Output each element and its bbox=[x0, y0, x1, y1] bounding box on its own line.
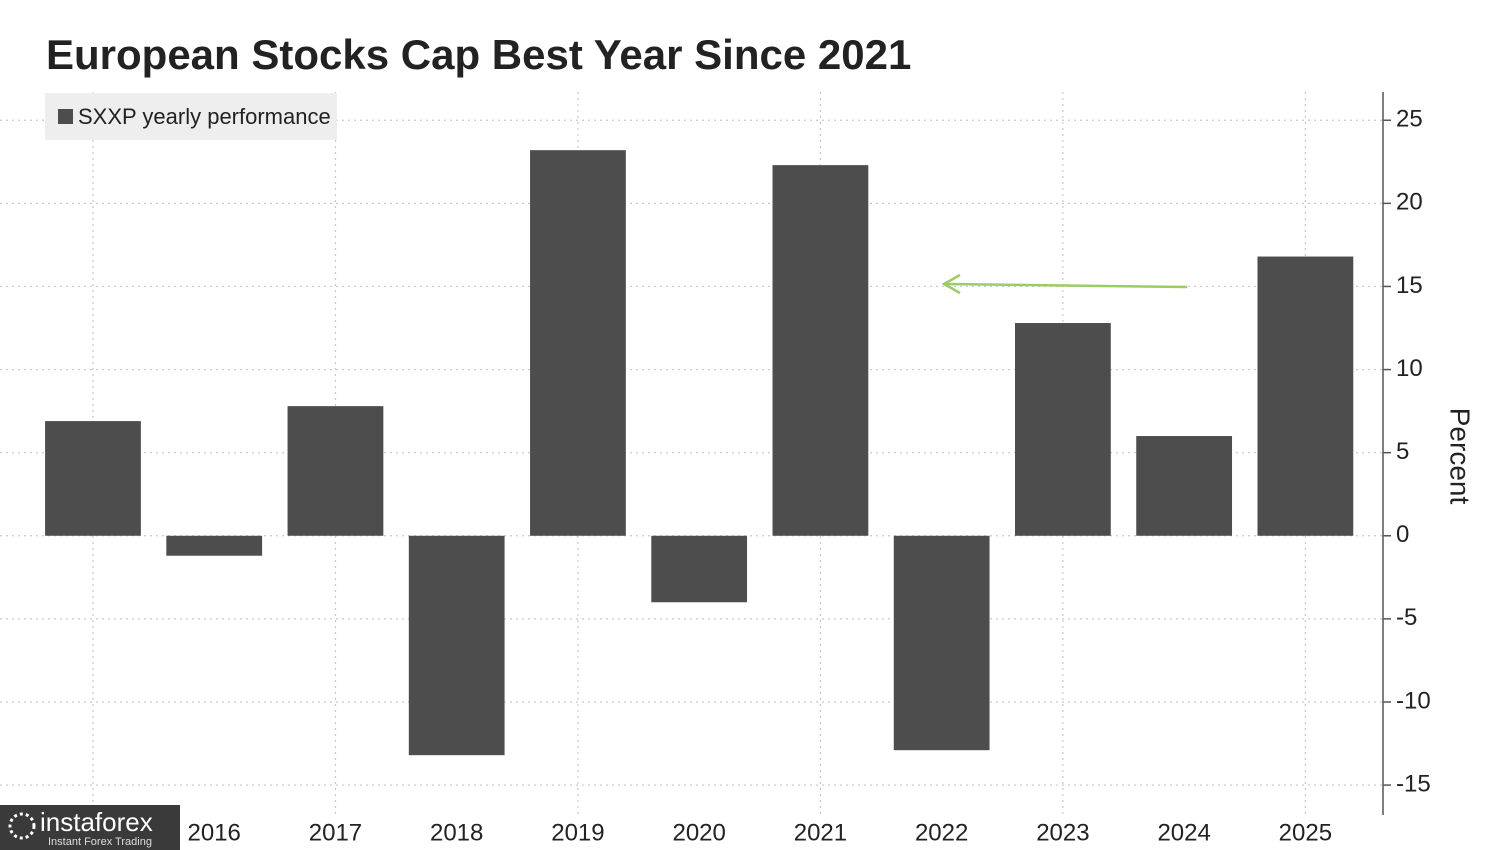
bar bbox=[166, 535, 263, 556]
y-tick-label: 15 bbox=[1396, 272, 1423, 299]
watermark-brand: instaforex bbox=[40, 807, 153, 837]
arrow-annotation bbox=[941, 273, 1188, 295]
bar bbox=[1136, 436, 1233, 536]
y-tick-label: 5 bbox=[1396, 438, 1409, 465]
bar bbox=[893, 535, 990, 751]
y-tick-label: -15 bbox=[1396, 770, 1431, 797]
bar bbox=[1257, 256, 1354, 536]
legend-label: SXXP yearly performance bbox=[78, 104, 331, 129]
x-tick-label: 2017 bbox=[309, 819, 362, 846]
x-tick-label: 2024 bbox=[1157, 819, 1210, 846]
bar bbox=[287, 406, 384, 536]
y-tick-label: 0 bbox=[1396, 521, 1409, 548]
bar bbox=[408, 535, 505, 756]
x-tick-label: 2019 bbox=[551, 819, 604, 846]
watermark-box bbox=[0, 805, 180, 850]
bar bbox=[530, 150, 626, 536]
y-tick-label: -5 bbox=[1396, 604, 1417, 631]
x-tick-label: 2023 bbox=[1036, 819, 1089, 846]
x-tick-label: 2022 bbox=[915, 819, 968, 846]
watermark-tagline: Instant Forex Trading bbox=[48, 836, 152, 848]
legend-swatch bbox=[58, 109, 73, 124]
x-tick-label: 2016 bbox=[188, 819, 241, 846]
watermark: instaforex Instant Forex Trading bbox=[0, 805, 180, 850]
y-tick-label: 25 bbox=[1396, 106, 1423, 133]
arrow-head bbox=[941, 273, 961, 295]
x-tick-label: 2025 bbox=[1279, 819, 1332, 846]
x-tick-label: 2020 bbox=[672, 819, 725, 846]
x-tick-label: 2018 bbox=[430, 819, 483, 846]
y-tick-label: 10 bbox=[1396, 355, 1423, 382]
legend: SXXP yearly performance bbox=[45, 93, 337, 140]
bar bbox=[1015, 323, 1111, 536]
bar bbox=[772, 165, 869, 536]
x-tick-label: 2021 bbox=[794, 819, 847, 846]
chart-title: European Stocks Cap Best Year Since 2021 bbox=[46, 31, 911, 78]
watermark-icon bbox=[8, 812, 36, 840]
bar bbox=[45, 421, 141, 536]
bar bbox=[651, 535, 748, 603]
arrow-shaft bbox=[945, 282, 1188, 289]
y-tick-label: -10 bbox=[1396, 687, 1431, 714]
y-axis-label: Percent bbox=[1445, 408, 1476, 505]
legend-box bbox=[45, 93, 337, 140]
y-tick-label: 20 bbox=[1396, 189, 1423, 216]
